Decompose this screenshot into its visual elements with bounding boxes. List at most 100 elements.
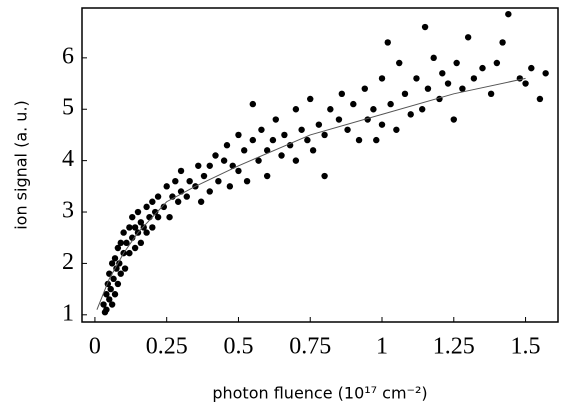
data-point	[487, 90, 495, 98]
data-point	[536, 95, 544, 103]
data-point	[212, 152, 219, 159]
data-point	[344, 126, 351, 133]
data-point	[321, 131, 328, 139]
data-point	[292, 106, 300, 113]
data-point	[149, 198, 156, 205]
data-point	[106, 296, 113, 303]
data-point	[304, 136, 311, 144]
data-point	[258, 126, 265, 133]
data-point	[113, 265, 120, 272]
data-point	[126, 224, 133, 231]
data-point	[183, 193, 190, 200]
y-tick-label: 1	[62, 300, 74, 326]
data-point	[272, 116, 279, 123]
data-point	[384, 39, 391, 46]
x-axis-label: photon fluence (10¹⁷ cm⁻²)	[212, 384, 427, 403]
data-point	[154, 193, 162, 200]
data-point	[505, 10, 512, 18]
x-tick-label: 1.25	[433, 334, 475, 360]
data-point	[450, 116, 457, 123]
y-tick-label: 4	[62, 146, 74, 172]
data-point	[123, 239, 130, 247]
data-point	[143, 203, 150, 211]
data-point	[499, 39, 506, 46]
data-point	[370, 106, 377, 113]
data-point	[439, 70, 446, 77]
data-point	[307, 95, 314, 103]
data-point	[186, 177, 193, 185]
data-point	[116, 260, 123, 267]
data-point	[528, 64, 535, 72]
data-point	[269, 136, 277, 144]
data-point	[453, 59, 460, 67]
data-point	[292, 157, 300, 164]
data-point	[126, 249, 133, 257]
x-tick-label: 0.75	[289, 334, 331, 360]
x-tick-label: 1	[376, 334, 388, 360]
data-point	[309, 147, 317, 154]
y-axis-label: ion signal (a. u.)	[12, 100, 31, 230]
data-point	[401, 90, 409, 98]
data-point	[470, 75, 478, 82]
data-point	[108, 301, 116, 308]
data-point	[108, 260, 116, 267]
data-point	[172, 177, 179, 185]
data-point	[177, 167, 185, 175]
x-tick-label: 0.25	[146, 334, 188, 360]
data-point	[479, 64, 486, 72]
data-point	[206, 188, 213, 195]
data-point	[278, 152, 285, 159]
data-point	[163, 183, 170, 190]
data-point	[197, 198, 205, 205]
data-point	[120, 229, 127, 236]
data-point	[166, 213, 173, 221]
data-point	[117, 239, 124, 247]
data-point	[387, 100, 394, 108]
y-tick-label: 3	[62, 198, 74, 224]
fit-line	[96, 77, 526, 310]
data-point	[110, 275, 117, 283]
data-point	[522, 80, 529, 87]
x-tick-label: 0.5	[223, 334, 253, 360]
data-point	[444, 80, 452, 87]
data-point	[335, 116, 343, 123]
y-tick-label: 5	[62, 95, 74, 121]
data-point	[131, 224, 139, 231]
data-point	[263, 172, 271, 180]
data-point	[100, 301, 107, 308]
data-point	[373, 136, 380, 144]
data-point	[281, 131, 288, 139]
data-point	[143, 229, 150, 236]
x-tick-label: 1.5	[511, 334, 541, 360]
data-point	[154, 213, 162, 221]
data-point	[350, 100, 357, 108]
data-point	[235, 131, 242, 139]
data-point	[174, 198, 182, 205]
data-point	[407, 111, 414, 118]
data-point	[111, 291, 119, 298]
data-point	[249, 136, 257, 144]
data-point	[129, 213, 136, 221]
data-point	[140, 224, 147, 231]
data-point	[338, 90, 346, 98]
y-tick-label: 2	[62, 249, 74, 275]
data-point	[421, 23, 429, 31]
data-point	[361, 85, 368, 92]
data-point	[542, 70, 549, 77]
data-point	[134, 208, 142, 216]
data-point	[103, 306, 110, 313]
data-point	[327, 106, 334, 113]
data-point	[235, 167, 242, 175]
data-point	[152, 208, 159, 216]
data-point	[106, 270, 113, 277]
data-point	[111, 255, 119, 262]
data-point	[315, 121, 323, 128]
data-point	[149, 224, 156, 231]
data-point	[206, 162, 213, 169]
data-point	[243, 177, 251, 185]
data-point	[430, 54, 437, 62]
data-point	[424, 85, 432, 92]
data-point	[396, 59, 403, 67]
data-point	[223, 142, 231, 149]
data-point	[137, 219, 145, 226]
